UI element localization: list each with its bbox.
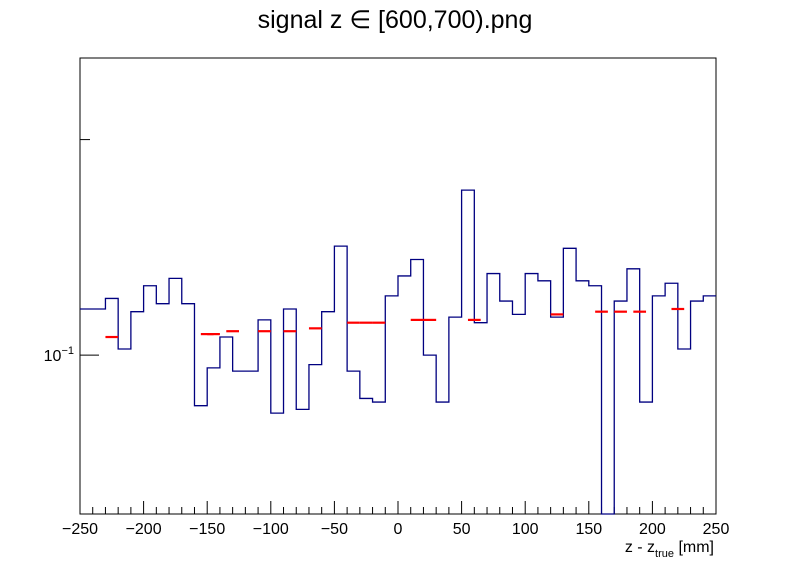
x-tick-label: −100 <box>253 521 289 538</box>
x-tick-label: 100 <box>512 521 539 538</box>
series-layer <box>80 189 716 515</box>
x-tick-label: 200 <box>639 521 666 538</box>
y-tick-label: 10−1 <box>44 345 74 365</box>
x-tick-label: 250 <box>703 521 730 538</box>
x-tick-label: 150 <box>575 521 602 538</box>
y-axis: 10−1 <box>44 139 99 365</box>
x-tick-label: −150 <box>189 521 225 538</box>
x-axis: −250 −200 −150 −100 −50 0 50 100 150 200 250 <box>62 501 729 538</box>
histogram-step-line <box>80 189 716 515</box>
chart-title: signal z ∈ [600,700).png <box>258 6 533 34</box>
x-axis-title: z - ztrue [mm] <box>625 539 714 560</box>
x-tick-label: −200 <box>126 521 162 538</box>
x-tick-label: 0 <box>394 521 403 538</box>
x-tick-label: 50 <box>453 521 471 538</box>
x-tick-label: −50 <box>321 521 348 538</box>
x-tick-label: −250 <box>62 521 98 538</box>
